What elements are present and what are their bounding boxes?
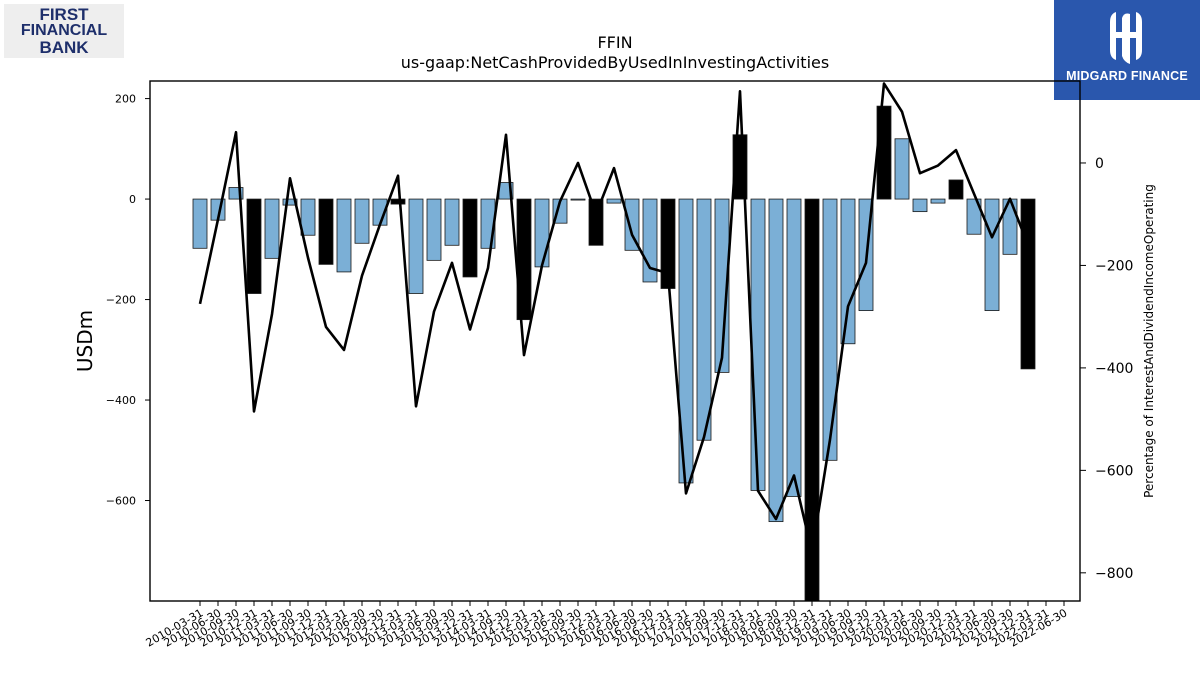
bar-2021-12-31 — [1020, 198, 1036, 370]
bar-2015-03-31 — [534, 198, 550, 268]
bar-2020-12-31 — [948, 179, 964, 200]
y-tick-label: 200 — [115, 93, 136, 106]
bar-2013-06-30 — [426, 198, 442, 261]
midgard-mark-icon — [1110, 12, 1142, 64]
bar-2019-03-31 — [822, 198, 838, 461]
bar-2016-03-31 — [606, 198, 622, 204]
bar-2011-12-31 — [318, 198, 334, 265]
y2-tick-label: −600 — [1095, 463, 1133, 479]
bar-2013-12-31 — [462, 198, 478, 278]
bar-2010-09-30 — [228, 187, 244, 200]
logo-line-3: BANK — [39, 38, 89, 57]
y-tick-label: −600 — [106, 495, 136, 508]
bar-2012-06-30 — [354, 198, 370, 244]
bar-2018-09-30 — [786, 198, 802, 497]
bar-2021-03-31 — [966, 198, 982, 235]
y-tick-label: −200 — [106, 294, 136, 307]
y-tick-label: 0 — [129, 193, 136, 206]
bar-2012-03-31 — [336, 198, 352, 273]
y2-tick-label: 0 — [1095, 156, 1104, 172]
y2-tick-label: −200 — [1095, 258, 1133, 274]
y2-axis-label: Percentage of InterestAndDividendIncomeO… — [1142, 184, 1156, 498]
chart-subtitle: us-gaap:NetCashProvidedByUsedInInvesting… — [401, 53, 829, 72]
y-tick-label: −400 — [106, 394, 136, 407]
first-financial-bank-logo: FIRST FINANCIAL BANK — [4, 4, 124, 58]
y-axis-label: USDm — [73, 310, 97, 372]
bar-2020-09-30 — [930, 198, 946, 204]
bar-2015-09-30 — [570, 198, 586, 201]
bar-2019-06-30 — [840, 198, 856, 345]
bar-2010-03-31 — [192, 198, 208, 249]
bar-2018-06-30 — [768, 198, 784, 523]
chart-title: FFIN — [597, 33, 632, 52]
bar-2020-03-31 — [894, 138, 910, 200]
bar-2012-12-31 — [390, 198, 406, 205]
bar-2017-09-30 — [714, 198, 730, 373]
bar-2021-06-30 — [984, 198, 1000, 312]
bar-2011-09-30 — [300, 198, 316, 236]
bar-2013-09-30 — [444, 198, 460, 246]
axes-layer: 2000−200−400−6000−200−400−600−8002010-03… — [73, 33, 1156, 650]
bar-2020-06-30 — [912, 198, 928, 213]
bars-layer — [192, 105, 1036, 602]
midgard-finance-logo: MIDGARD FINANCE — [1054, 0, 1200, 100]
midgard-finance-name: MIDGARD FINANCE — [1066, 69, 1188, 83]
plot-frame — [149, 80, 1081, 602]
bar-2016-06-30 — [624, 198, 640, 251]
bar-2018-03-31 — [750, 198, 766, 491]
bar-2015-12-31 — [588, 198, 604, 246]
y2-tick-label: −800 — [1095, 566, 1133, 582]
bar-2018-12-31 — [804, 198, 820, 602]
percentage-line — [198, 82, 1030, 554]
bar-2011-03-31 — [264, 198, 280, 259]
bar-2011-06-30 — [282, 198, 298, 206]
line-layer — [198, 82, 1030, 554]
y2-tick-label: −400 — [1095, 361, 1133, 377]
logo-line-1: FIRST — [39, 5, 89, 24]
bar-2017-06-30 — [696, 198, 712, 441]
bar-2013-03-31 — [408, 198, 424, 294]
logo-line-2: FINANCIAL — [20, 22, 108, 39]
bar-2010-12-31 — [246, 198, 262, 294]
